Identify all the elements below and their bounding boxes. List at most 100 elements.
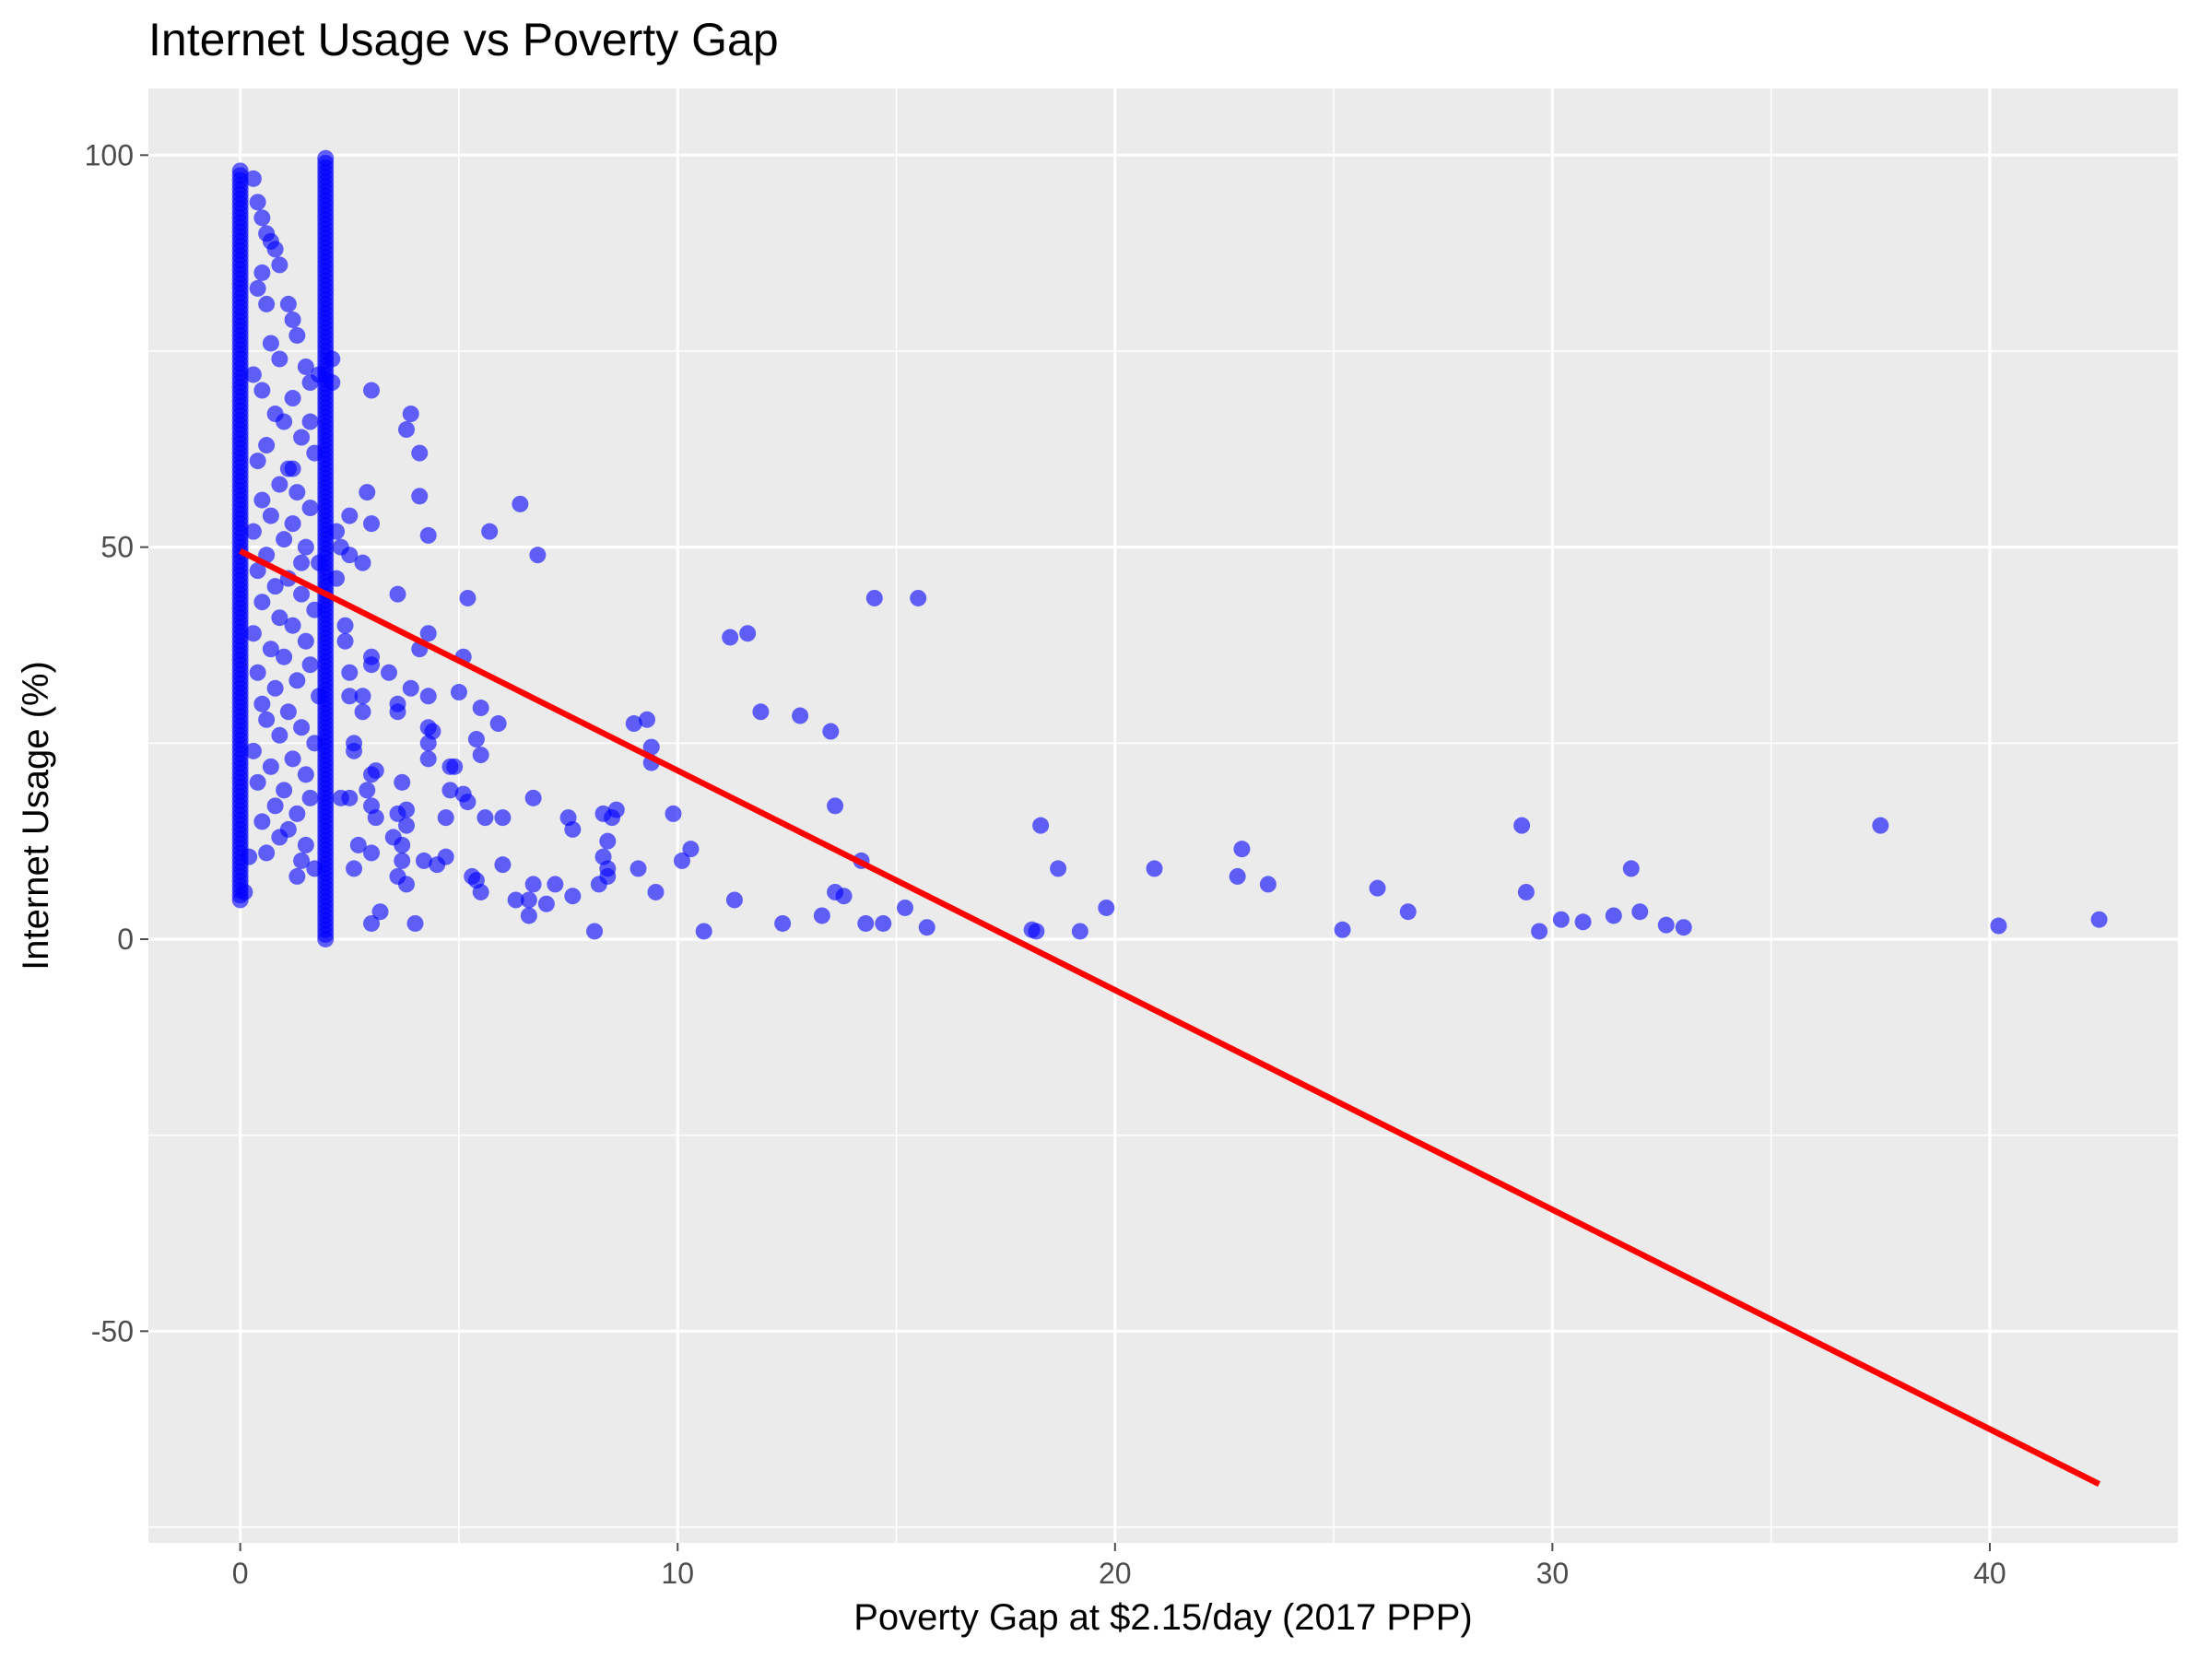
scatter-point [1574, 913, 1592, 931]
scatter-point [253, 813, 271, 830]
scatter-point [419, 526, 437, 544]
scatter-point [507, 891, 524, 909]
scatter-point [1259, 876, 1277, 893]
x-tick-label: 30 [1536, 1557, 1570, 1590]
scatter-point [293, 554, 311, 571]
scatter-point [354, 554, 371, 571]
scatter-point [394, 852, 411, 869]
scatter-point [397, 801, 415, 818]
scatter-point [725, 891, 743, 909]
scatter-point [249, 279, 266, 297]
x-tick-label: 10 [661, 1557, 694, 1590]
scatter-point [489, 715, 507, 733]
scatter-point [367, 809, 384, 827]
scatter-point [918, 919, 935, 936]
scatter-point [529, 547, 547, 564]
scatter-point [288, 672, 306, 689]
scatter-point [524, 789, 542, 806]
scatter-point [266, 679, 284, 697]
scatter-point [722, 629, 739, 646]
scatter-point [341, 688, 359, 705]
scatter-point [481, 523, 499, 540]
scatter-point [1032, 817, 1050, 834]
scatter-point [695, 923, 712, 940]
scatter-point [271, 829, 288, 846]
scatter-point [394, 836, 411, 853]
scatter-point [244, 170, 262, 187]
scatter-point [363, 515, 381, 533]
scatter-point [1990, 917, 2007, 935]
scatter-point [564, 820, 582, 838]
scatter-point [419, 688, 437, 705]
scatter-point [288, 484, 306, 501]
scatter-point [244, 366, 262, 383]
scatter-point [253, 264, 271, 281]
scatter-point [739, 625, 757, 642]
scatter-point [249, 773, 266, 791]
scatter-point [297, 632, 314, 650]
scatter-point [1517, 883, 1535, 900]
scatter-point [437, 848, 454, 865]
scatter-point [301, 789, 319, 806]
scatter-point [249, 453, 266, 470]
y-tick-label: 50 [100, 531, 134, 564]
scatter-point [306, 735, 324, 752]
minor-gridlines [148, 88, 2178, 1543]
scatter-point [629, 860, 647, 877]
cluster-point [317, 149, 335, 167]
y-tick-label: 0 [117, 923, 134, 956]
x-tick-label: 20 [1099, 1557, 1132, 1590]
scatter-point [359, 484, 376, 501]
scatter-point [284, 311, 301, 328]
scatter-point [437, 809, 454, 827]
scatter-point [258, 437, 276, 454]
scatter-point [258, 295, 276, 312]
scatter-point [297, 766, 314, 783]
scatter-point [599, 867, 617, 885]
x-tick-label: 0 [232, 1557, 249, 1590]
scatter-point [253, 594, 271, 611]
scatter-point [271, 609, 288, 627]
scatter-point [389, 585, 406, 603]
scatter-point [1657, 916, 1675, 934]
scatter-point [276, 782, 293, 799]
scatter-point [910, 589, 927, 606]
scatter-point [647, 883, 665, 900]
scatter-point [537, 895, 555, 912]
scatter-point [665, 805, 682, 822]
y-axis-title: Internet Usage (%) [16, 661, 56, 971]
y-tick-label: -50 [91, 1314, 134, 1347]
scatter-point [1233, 841, 1251, 858]
scatter-point [297, 836, 314, 853]
scatter-point [253, 695, 271, 712]
scatter-point [1513, 817, 1531, 834]
scatter-point [276, 648, 293, 665]
scatter-point [288, 326, 306, 344]
scatter-point [297, 358, 314, 375]
scatter-point [406, 914, 424, 932]
scatter-point [284, 750, 301, 768]
scatter-point [524, 876, 542, 893]
scatter-point [639, 711, 656, 728]
scatter-point [244, 523, 262, 540]
scatter-point [301, 656, 319, 674]
scatter-point [459, 794, 477, 811]
scatter-point [336, 617, 354, 634]
scatter-point [397, 817, 415, 834]
scatter-point [311, 688, 328, 705]
x-tick-label: 40 [1973, 1557, 2006, 1590]
scatter-point [266, 241, 284, 258]
scatter-point [792, 707, 809, 724]
scatter-point [682, 841, 700, 858]
scatter-point [472, 747, 489, 764]
scatter-point [424, 723, 441, 740]
scatter-point [446, 758, 464, 775]
scatter-point [249, 664, 266, 681]
scatter-point [1675, 919, 1692, 936]
scatter-point [822, 723, 840, 740]
scatter-point [1334, 921, 1351, 938]
scatter-point [279, 703, 297, 721]
scatter-point [467, 731, 485, 748]
y-tick-label: 100 [85, 138, 134, 171]
scatter-point [271, 726, 288, 744]
